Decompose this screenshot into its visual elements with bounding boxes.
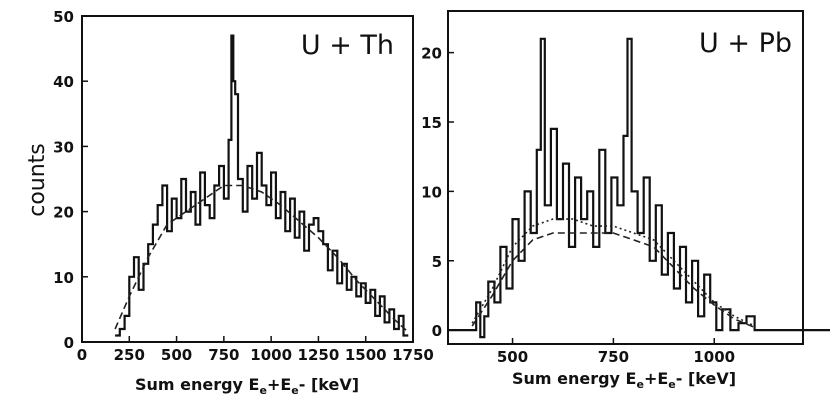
y-tick-label-u-pb-0: 0 [432,322,442,340]
y-tick-label-u-th-3: 30 [53,138,74,156]
plot-frame-u-pb [447,10,804,345]
plot-area-u-pb: 500 750 1000 0 5 10 15 20 [421,37,830,366]
y-tick-label-u-pb-3: 15 [421,114,442,132]
y-axis-label: counts [25,143,50,217]
y-tick-label-u-th-4: 40 [53,73,74,91]
x-tick-label-u-pb-1: 750 [598,348,629,366]
panel-title-u-th: U + Th [301,30,394,61]
x-tick-label-u-th-0: 0 [77,346,87,364]
x-axis-label-u-pb: Sum energy Ee+Ee- [keV] [512,369,736,391]
x-tick-label-u-th-6: 1500 [345,346,387,364]
x-tick-label-u-th-5: 1250 [298,346,340,364]
dotted-fit-curve-u-pb [471,218,755,327]
x-tick-label-u-pb-2: 1000 [693,348,735,366]
y-tick-label-u-pb-1: 5 [432,253,442,271]
histogram-u-th [115,34,409,337]
plot-area-u-th: 0 250 500 750 1000 1250 1500 1750 0 10 20 30 40 50 [53,8,434,364]
plot-frame-u-th [81,15,414,343]
x-tick-label-u-th-3: 750 [208,346,239,364]
y-tick-label-u-th-0: 0 [64,334,74,352]
dashed-fit-curve-u-pb [471,232,755,329]
panel-u-pb: 500 750 1000 0 5 10 15 20 U + Pb Sum energy Ee+… [421,10,830,391]
y-tick-label-u-pb-2: 10 [421,183,442,201]
y-tick-label-u-th-1: 10 [53,269,74,287]
dashed-fit-curve-u-th [114,184,409,333]
x-tick-label-u-pb-0: 500 [497,348,528,366]
panel-u-th: 0 250 500 750 1000 1250 1500 1750 0 10 20 30 40 50 U … [25,8,434,397]
y-tick-label-u-th-5: 50 [53,8,74,26]
panel-title-u-pb: U + Pb [699,28,792,59]
y-tick-label-u-pb-4: 20 [421,45,442,63]
x-tick-label-u-th-2: 500 [161,346,192,364]
x-tick-label-u-th-1: 250 [114,346,145,364]
x-axis-label-u-th: Sum energy Ee+Ee- [keV] [135,375,359,397]
x-tick-label-u-th-7: 1750 [392,346,434,364]
y-tick-label-u-th-2: 20 [53,204,74,222]
histogram-u-pb [448,37,830,339]
x-tick-label-u-th-4: 1000 [250,346,292,364]
